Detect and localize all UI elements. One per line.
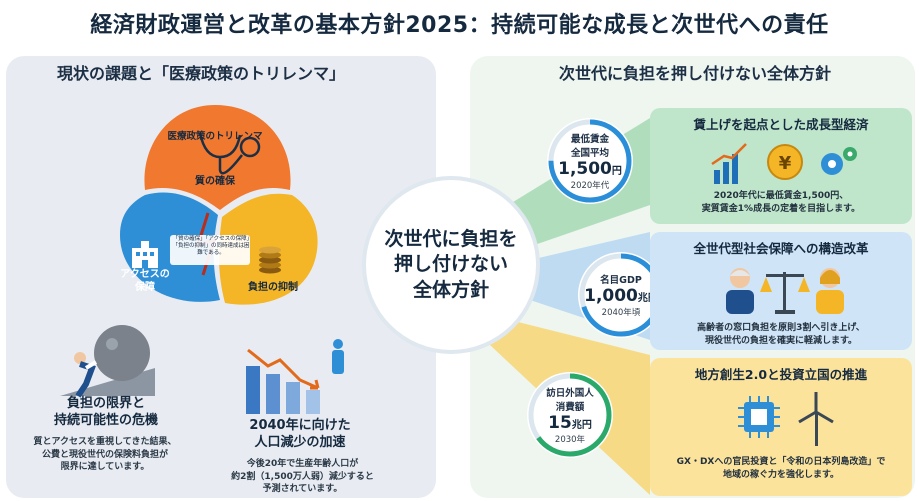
population-title: 2040年に向けた 人口減少の加速 <box>249 418 351 450</box>
center-policy-text: 次世代に負担を 押し付けない 全体方針 <box>384 227 518 301</box>
stat-ring <box>548 119 632 203</box>
card-description: 2020年代に最低賃金1,500円、 実質賃金1%成長の定着を目指します。 <box>701 191 861 214</box>
page-title: 経済財政運営と改革の基本方針2025：持続可能な成長と次世代への責任 <box>90 13 829 38</box>
svg-text:¥: ¥ <box>779 153 792 174</box>
center-policy-circle: 次世代に負担を 押し付けない 全体方針 <box>366 180 536 350</box>
bar-chart-icon <box>711 143 747 184</box>
burden-label: 負担の抑制 <box>248 282 298 293</box>
card-growth-economy: 賃上げを起点とした成長型経済 ¥ 2020年代に最低賃金1,500円、 実質賃金… <box>650 108 912 224</box>
stat-nominal-gdp: 名目GDP 1,000兆円 2040年頃 <box>578 252 664 338</box>
access-label: アクセスの 保障 <box>120 269 170 293</box>
stat-value: 15兆円 <box>548 413 592 433</box>
wind-turbine-icon <box>798 392 834 446</box>
young-person-icon <box>816 268 844 314</box>
stat-inbound-spending: 訪日外国人 消費額 15兆円 2030年 <box>527 372 613 458</box>
boulder-push-icon <box>60 325 155 398</box>
stat-label: 訪日外国人 消費額 <box>546 388 594 413</box>
trilemma-note: 「質の確保」「アクセスの保障」「負担の抑制」の同時達成は困難である。 <box>172 236 250 257</box>
card-title: 全世代型社会保障への構造改革 <box>693 241 869 256</box>
elderly-person-icon <box>726 268 754 314</box>
yen-coin-icon: ¥ <box>767 144 803 180</box>
stat-value: 1,000兆円 <box>584 286 658 306</box>
stat-minimum-wage: 最低賃金 全国平均 1,500円 2020年代 <box>547 118 633 204</box>
crisis-title: 負担の限界と 持続可能性の危機 <box>53 396 158 428</box>
stat-label: 名目GDP <box>600 275 642 286</box>
coins-icon <box>259 246 281 274</box>
stat-year: 2040年頃 <box>601 308 641 318</box>
card-social-security: 全世代型社会保障への構造改革 高齢者の窓口負担を原則3割へ引き上げ、 現役世代の… <box>650 232 912 350</box>
stat-value: 1,500円 <box>558 159 622 179</box>
chip-icon <box>738 396 780 438</box>
stat-year: 2020年代 <box>570 181 610 191</box>
population-decline-chart-icon <box>246 339 344 414</box>
stat-label: 最低賃金 全国平均 <box>570 134 609 159</box>
card-description: 高齢者の窓口負担を原則3割へ引き上げ、 現役世代の負担を確実に軽減します。 <box>697 323 865 346</box>
population-description: 今後20年で生産年齢人口が 約2割（1,500万人弱）減少すると 予測されていま… <box>231 459 374 495</box>
social-security-icons <box>726 268 844 314</box>
card-description: GX・DXへの官民投資と「令和の日本列島改造」で 地域の稼ぐ力を強化します。 <box>676 457 886 480</box>
crisis-description: 質とアクセスを重視してきた結果、 公費と現役世代の保険料負担が 限界に達していま… <box>33 437 177 473</box>
stat-ring <box>528 373 612 457</box>
card-title: 賃上げを起点とした成長型経済 <box>693 117 869 132</box>
trilemma-arc-title: 医療政策のトリレンマ <box>167 131 263 142</box>
growth-icons: ¥ <box>711 143 857 184</box>
card-regional-revitalization: 地方創生2.0と投資立国の推進 GX・DXへの官民投資と「令和の日本列島改造」で… <box>650 358 912 496</box>
right-heading: 次世代に負担を押し付けない全体方針 <box>558 64 831 83</box>
left-heading: 現状の課題と「医療政策のトリレンマ」 <box>56 64 345 83</box>
balance-scale-icon <box>760 272 810 314</box>
trilemma-puzzle <box>120 105 318 305</box>
card-title: 地方創生2.0と投資立国の推進 <box>694 367 868 382</box>
gears-icon <box>821 147 857 175</box>
hospital-icon <box>132 241 158 268</box>
stat-year: 2030年 <box>554 435 586 445</box>
regional-icons <box>738 392 834 446</box>
quality-label: 質の確保 <box>195 176 235 187</box>
